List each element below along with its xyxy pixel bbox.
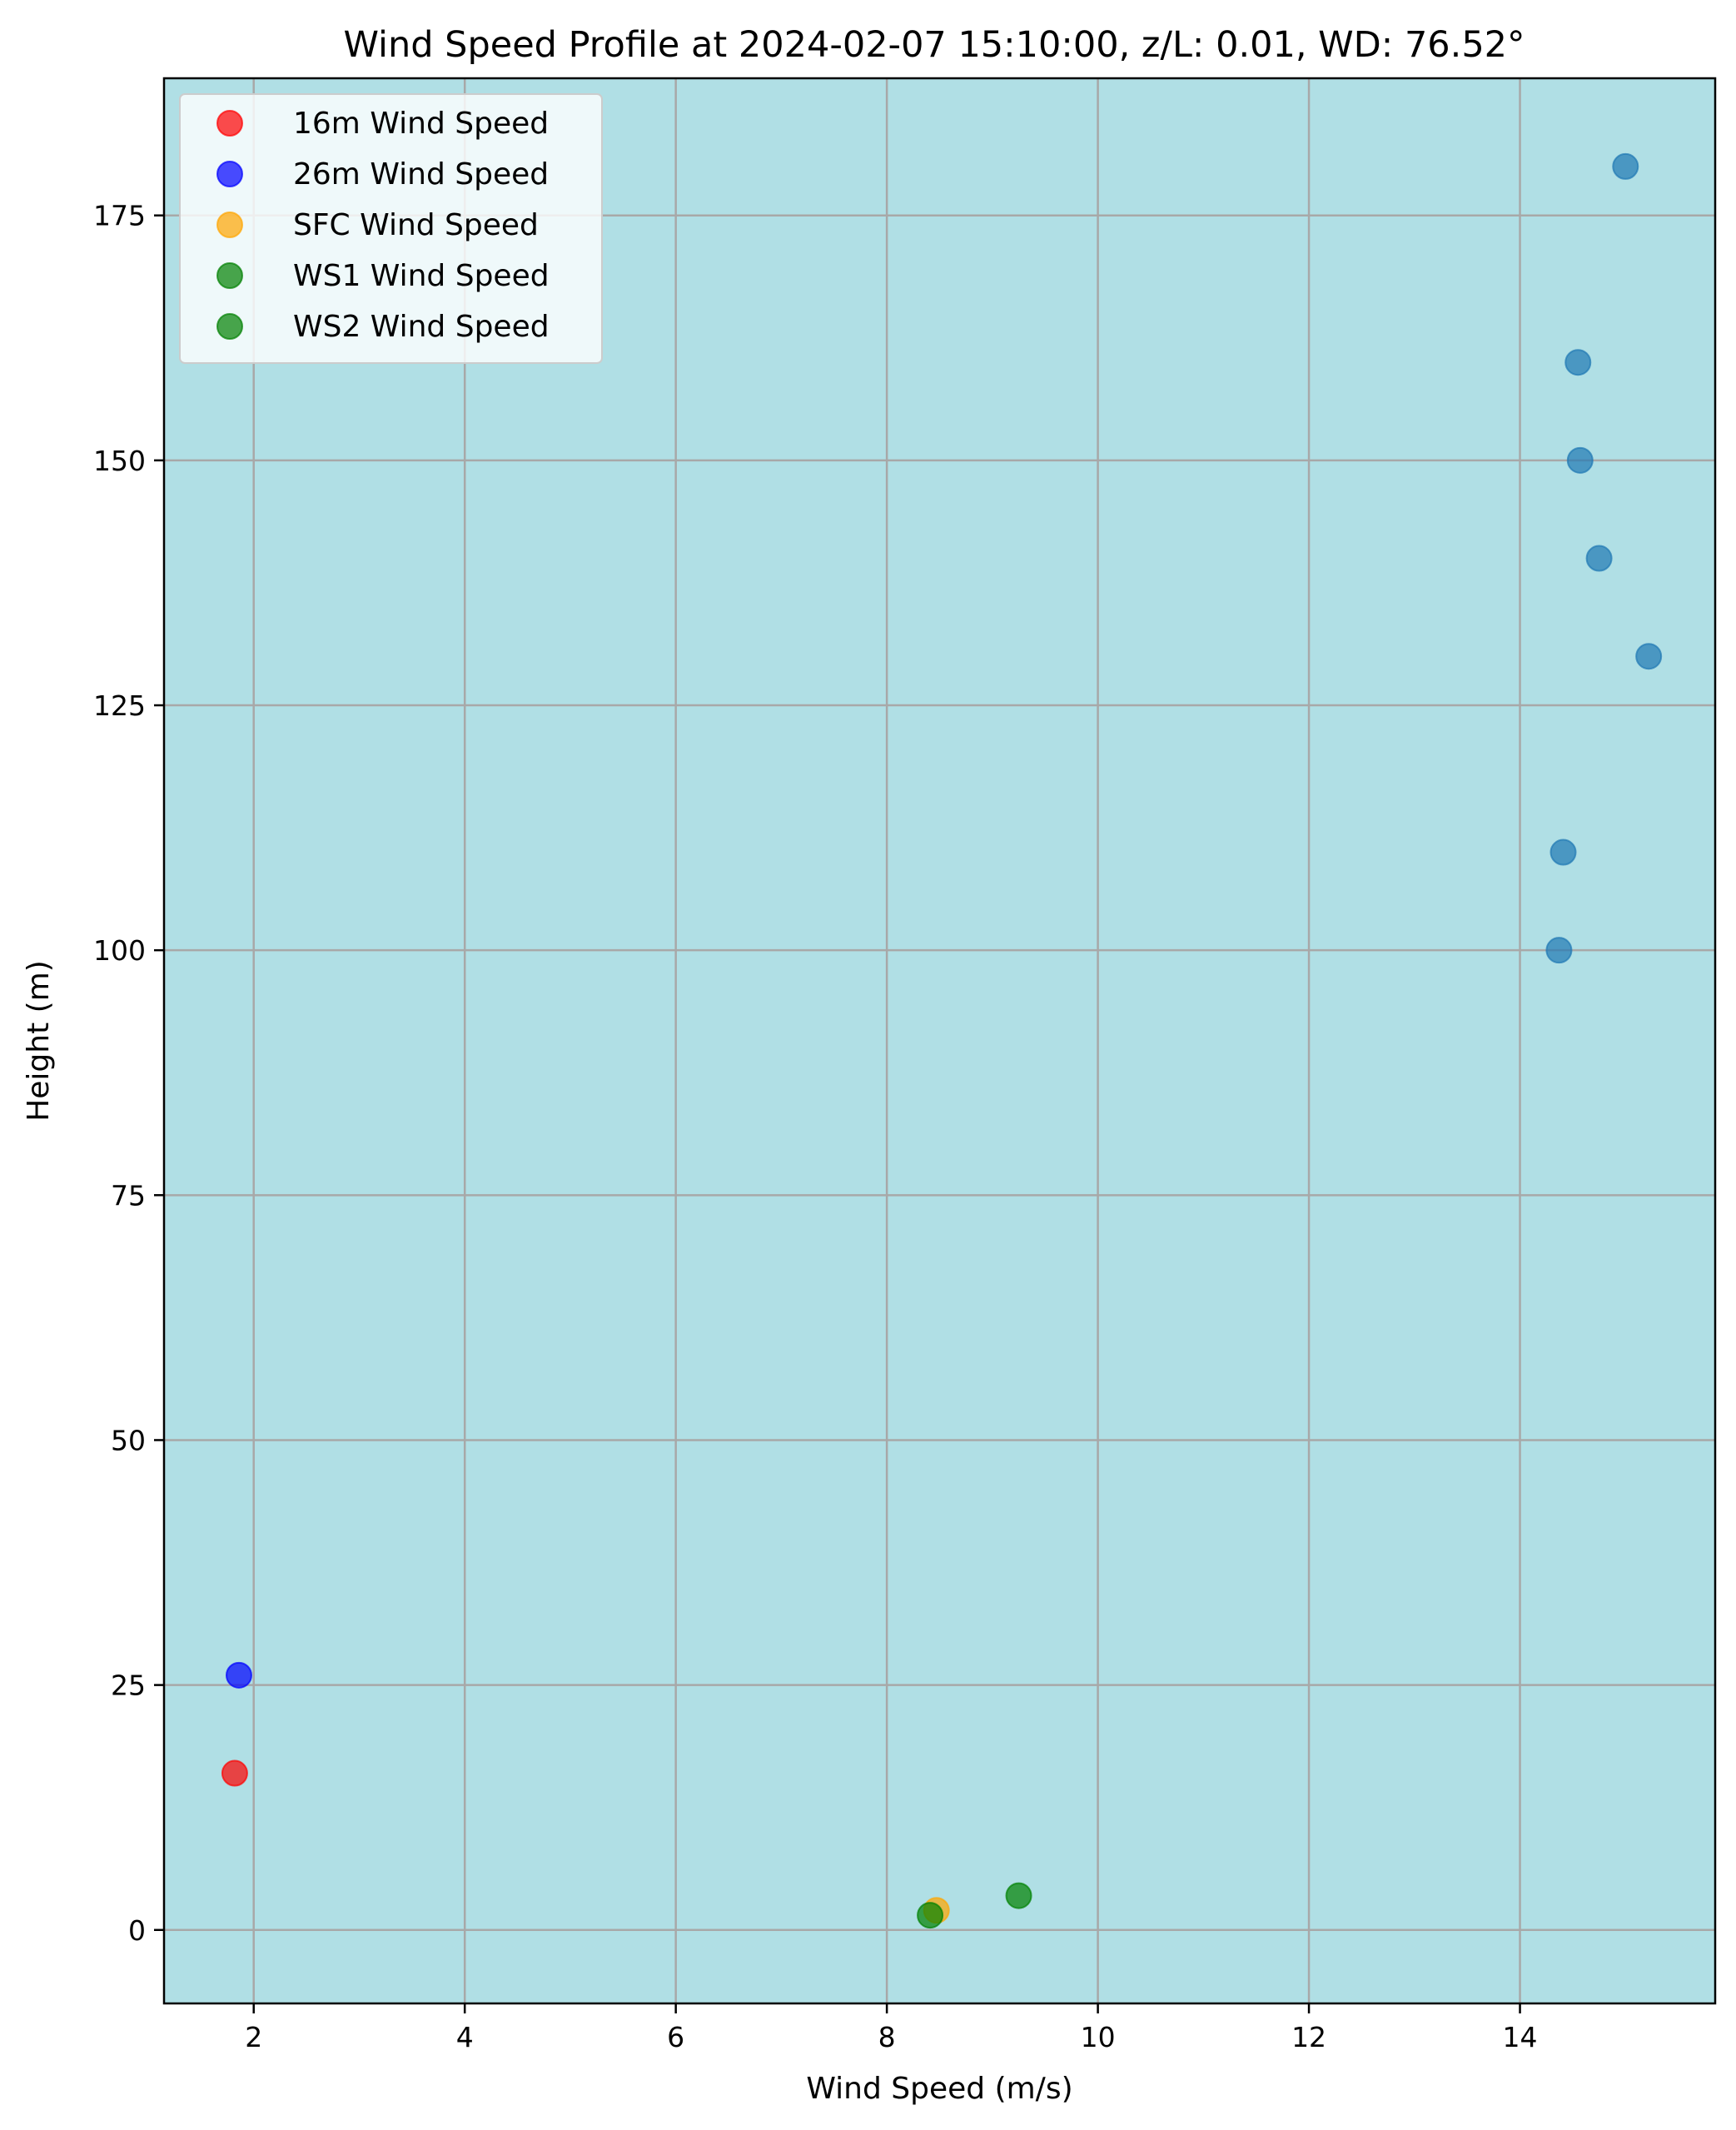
x-tick-label: 4 [456, 2021, 474, 2053]
data-points [221, 152, 1663, 1929]
legend-box [179, 93, 603, 364]
data-point-26m-wind-speed [225, 1661, 252, 1689]
y-tick-label: 25 [111, 1670, 146, 1702]
legend: 16m Wind Speed 26m Wind Speed SFC Wind Spe… [179, 93, 603, 364]
x-tick-label: 8 [878, 2021, 896, 2053]
data-point-profile-0 [1564, 349, 1592, 376]
y-tick-label: 50 [111, 1424, 146, 1456]
data-point-ws2-wind-speed [917, 1902, 944, 1929]
y-tick-label: 125 [93, 689, 146, 722]
legend-label: 26m Wind Speed [293, 157, 549, 192]
legend-label: WS1 Wind Speed [293, 259, 550, 293]
y-tick-label: 100 [93, 934, 146, 967]
y-tick-label: 175 [93, 200, 146, 232]
legend-label: SFC Wind Speed [293, 208, 539, 242]
legend-marker [216, 110, 243, 137]
legend-marker [216, 161, 243, 187]
data-point-16m-wind-speed [221, 1759, 248, 1787]
data-point-profile-0 [1585, 545, 1613, 572]
plot-area [164, 78, 1715, 2003]
grid-lines [164, 78, 1715, 2003]
data-point-profile-0 [1635, 643, 1663, 670]
plot-frame [162, 77, 1717, 2005]
legend-label: WS2 Wind Speed [293, 310, 550, 344]
y-tick-label: 150 [93, 445, 146, 477]
x-tick-label: 12 [1291, 2021, 1326, 2053]
data-point-profile-0 [1549, 839, 1577, 866]
y-axis-label: Height (m) [22, 960, 56, 1122]
x-tick-label: 6 [667, 2021, 684, 2053]
x-tick-label: 2 [245, 2021, 262, 2053]
legend-marker [216, 313, 243, 340]
axis-ticks: 2 4 6 8 10 12 14 0 25 50 75 100 125 150 175 [93, 200, 1538, 2053]
data-point-ws1-wind-speed [1005, 1882, 1032, 1909]
x-tick-label: 10 [1081, 2021, 1116, 2053]
data-point-profile-0 [1545, 937, 1573, 964]
y-tick-label: 0 [128, 1914, 146, 1947]
data-point-profile-0 [1566, 446, 1594, 474]
legend-label: 16m Wind Speed [293, 107, 549, 141]
x-axis-label: Wind Speed (m/s) [806, 2072, 1072, 2106]
y-tick-label: 75 [111, 1179, 146, 1212]
legend-marker [216, 212, 243, 238]
legend-marker [216, 262, 243, 289]
data-point-profile-0 [1612, 152, 1639, 180]
chart-title: Wind Speed Profile at 2024-02-07 15:10:0… [343, 24, 1525, 66]
x-tick-label: 14 [1503, 2021, 1538, 2053]
